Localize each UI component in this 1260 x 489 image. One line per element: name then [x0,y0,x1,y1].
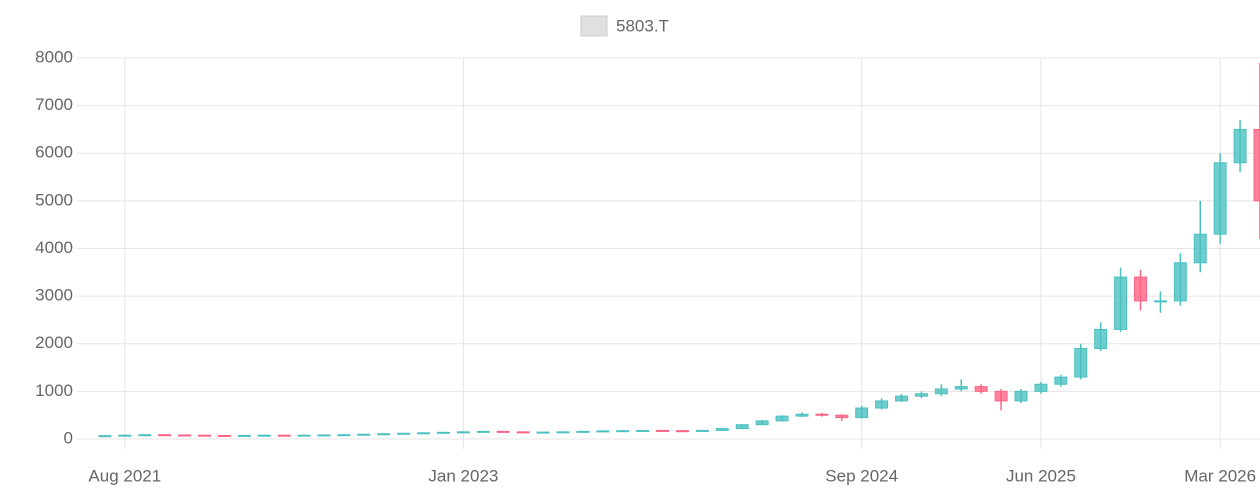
y-tick-label: 0 [64,428,73,447]
candle-body [815,413,829,416]
candle-body [994,390,1008,402]
x-tick-label: Sep 2024 [825,466,898,485]
candle-body [735,424,749,430]
y-tick-label: 8000 [35,47,73,66]
candle-body [855,407,869,419]
candle-body [1233,128,1247,164]
candle-body [675,430,689,433]
candle-body [178,434,192,437]
candle-body [974,386,988,392]
candle-body [377,433,391,436]
candle-body [576,430,590,433]
candle-body [317,434,331,437]
candle-body [616,430,630,433]
candle-body [1114,276,1128,330]
candle-body [1034,383,1048,392]
candle-body [496,430,510,433]
candle-body [556,431,570,434]
candle-body [536,431,550,434]
candle-body [337,434,351,437]
candle-body [835,414,849,419]
candle-body [277,434,291,437]
candle-body [417,432,431,435]
candle-body [715,428,729,431]
candle-body [1074,348,1088,378]
candle-body [755,420,769,426]
legend-label: 5803.T [616,16,669,35]
candle-body [397,432,411,435]
candle-body [795,413,809,417]
candle-body [895,395,908,402]
candle-body [1213,162,1227,235]
candle-body [357,433,371,436]
y-tick-label: 3000 [35,286,73,305]
candle-body [636,429,650,432]
candle-body [1173,262,1187,302]
y-tick-label: 4000 [35,238,73,257]
candle-body [656,429,670,432]
candle-body [198,434,211,437]
candle-body [875,400,889,409]
candle-body [257,434,271,437]
candle-body [1094,328,1108,350]
candle-body [695,429,709,432]
y-tick-label: 5000 [35,190,73,209]
candle-body [456,431,470,434]
candle-body [1014,390,1028,402]
candle-body [476,430,490,433]
candle-body [437,431,450,434]
candle-body [138,434,152,437]
candle-body [934,388,948,395]
x-tick-label: Aug 2021 [88,466,161,485]
x-tick-label: Jun 2025 [1006,466,1076,485]
candle-body [775,415,789,422]
y-tick-label: 7000 [35,95,73,114]
candle-body [297,434,311,437]
candle-body [1153,300,1167,303]
candle-body [914,393,928,397]
candle-body [118,434,132,437]
candle-body [1054,376,1068,385]
candle-body [237,434,251,437]
candle-body [217,434,231,437]
candle-body [1253,128,1260,202]
candle-body [98,435,112,438]
candle-body [516,431,530,434]
y-tick-label: 1000 [35,381,73,400]
x-tick-label: Jan 2023 [428,466,498,485]
x-tick-label: Mar 2026 [1184,466,1256,485]
y-tick-label: 6000 [35,143,73,162]
candle-body [954,386,968,390]
candle-body [158,434,172,437]
candle-body [596,430,610,433]
y-tick-label: 2000 [35,333,73,352]
candle-body [1134,276,1147,302]
legend-swatch [580,15,608,37]
candle-body [1193,233,1207,264]
